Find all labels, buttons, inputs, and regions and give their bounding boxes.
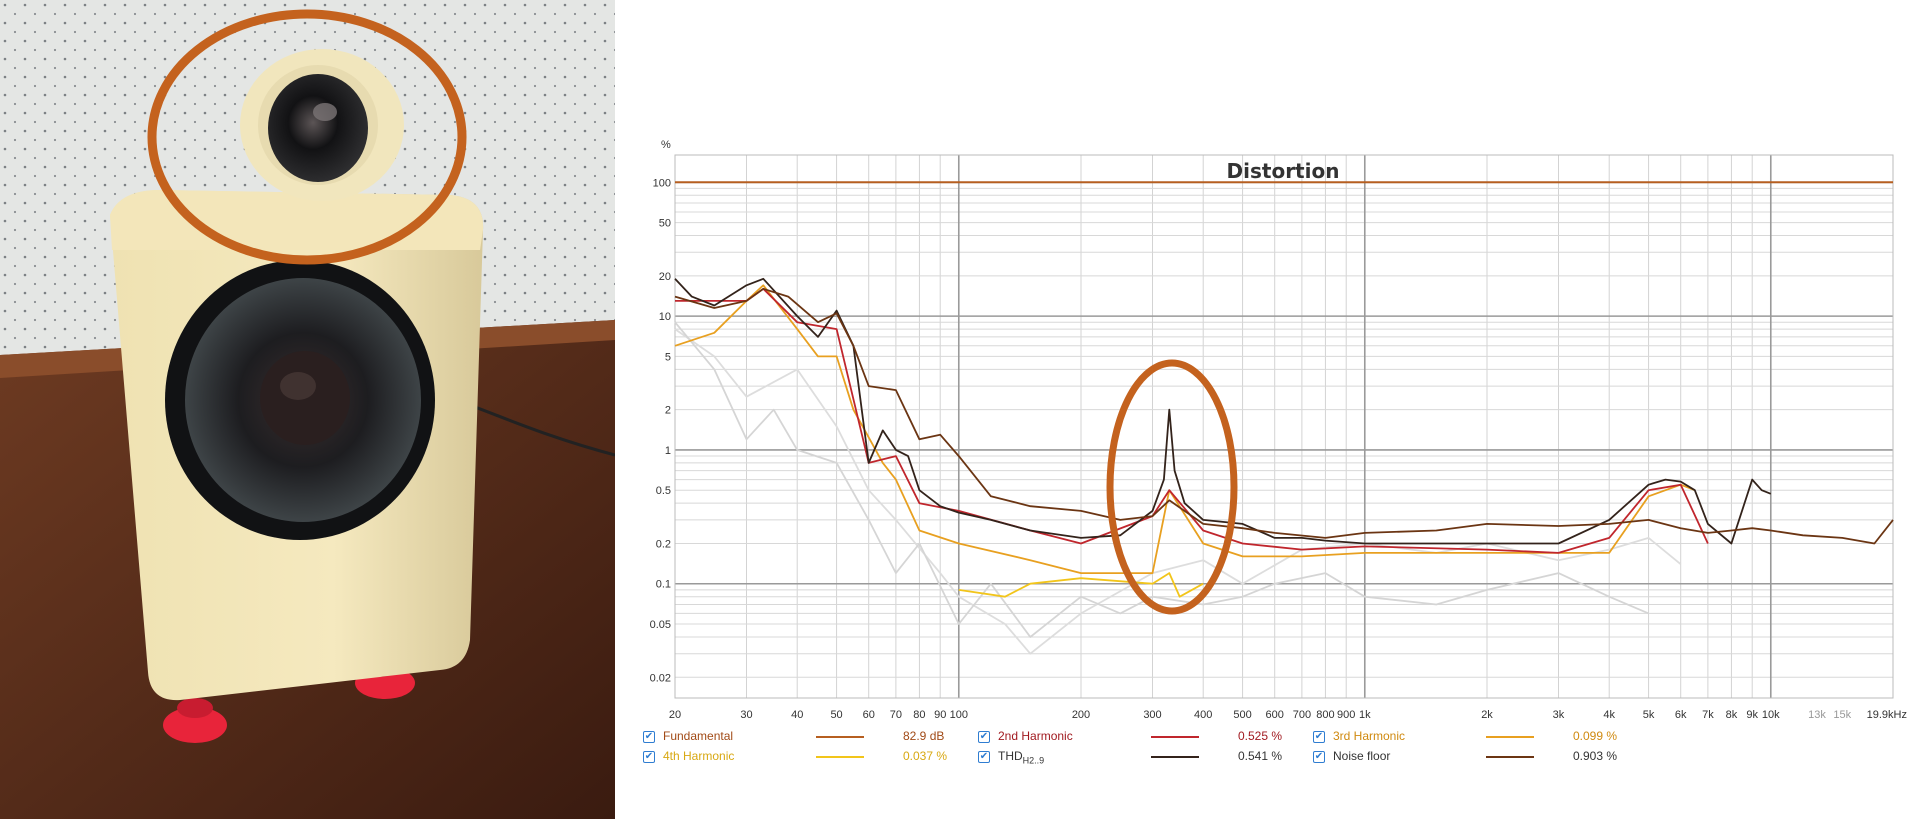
x-tick-label: 2k	[1481, 709, 1493, 721]
x-tick-labels: 20 30 40 50 60 70 80 90 100 200 300 400 500 600 700 800…	[669, 709, 1907, 721]
legend-label: 4th Harmonic	[663, 749, 735, 763]
x-tick-label: 1k	[1359, 709, 1371, 721]
y-tick-label: 0.5	[656, 485, 671, 497]
legend-item-noise-floor[interactable]: ✔ Noise floor 0.903 %	[1313, 748, 1643, 766]
x-tick-label: 40	[791, 709, 803, 721]
x-tick-label: 90	[934, 709, 946, 721]
legend-item-2nd-harmonic[interactable]: ✔ 2nd Harmonic 0.525 %	[978, 728, 1308, 746]
legend-value: 0.541 %	[1238, 749, 1283, 763]
x-tick-label: 800	[1316, 709, 1334, 721]
legend-swatch	[1486, 756, 1534, 758]
y-tick-label: 0.02	[650, 672, 671, 684]
y-tick-label: 20	[659, 271, 671, 283]
y-tick-label: 0.2	[656, 538, 671, 550]
legend-swatch	[1151, 736, 1199, 738]
x-tick-label: 4k	[1603, 709, 1615, 721]
legend-swatch	[1151, 756, 1199, 758]
x-tick-label: 70	[890, 709, 902, 721]
series-line-thd-h2-9	[674, 277, 1772, 545]
legend-item-4th-harmonic[interactable]: ✔ 4th Harmonic 0.037 %	[643, 748, 973, 766]
series-line-reference-7	[674, 328, 1682, 655]
grid-major	[675, 155, 1893, 698]
x-tick-label: 8k	[1726, 709, 1738, 721]
legend-checkbox[interactable]: ✔	[643, 751, 655, 763]
legend-label: 3rd Harmonic	[1333, 729, 1406, 743]
highlight-ellipse	[1106, 359, 1238, 615]
x-tick-label: 7k	[1702, 709, 1714, 721]
legend-checkbox[interactable]: ✔	[1313, 731, 1325, 743]
y-tick-label: 0.05	[650, 619, 671, 631]
legend-value: 0.525 %	[1238, 729, 1283, 743]
legend-checkbox[interactable]: ✔	[978, 751, 990, 763]
legend-checkbox[interactable]: ✔	[1313, 751, 1325, 763]
x-tick-label: 15k	[1833, 709, 1851, 721]
series-line-noise-floor	[674, 287, 1894, 545]
legend-swatch	[816, 756, 864, 758]
x-tick-label: 30	[740, 709, 752, 721]
legend-value: 0.037 %	[903, 749, 948, 763]
x-tick-label: 80	[913, 709, 925, 721]
legend-label: Noise floor	[1333, 749, 1391, 763]
series-layer	[674, 181, 1894, 655]
legend-label: 2nd Harmonic	[998, 729, 1073, 743]
x-tick-label: 50	[830, 709, 842, 721]
legend-item-thd[interactable]: ✔ THDH2..9 0.541 %	[978, 748, 1308, 766]
x-tick-label: 10k	[1762, 709, 1780, 721]
x-tick-label: 400	[1194, 709, 1212, 721]
y-axis-unit: %	[661, 139, 671, 151]
y-tick-label: 1	[665, 445, 671, 457]
legend-item-fundamental[interactable]: ✔ Fundamental 82.9 dB	[643, 728, 973, 746]
speaker-photo	[0, 0, 615, 819]
x-tick-label: 5k	[1643, 709, 1655, 721]
y-tick-label: 100	[653, 177, 671, 189]
x-tick-label: 500	[1233, 709, 1251, 721]
y-tick-label: 2	[665, 405, 671, 417]
series-line-4th-harmonic	[958, 572, 1204, 598]
series-line-2nd-harmonic	[675, 287, 1709, 554]
plot-frame	[674, 154, 1894, 699]
y-tick-label: 50	[659, 218, 671, 230]
x-tick-label: 19.9kHz	[1867, 709, 1907, 721]
x-tick-label: 20	[669, 709, 681, 721]
x-tick-label: 100	[950, 709, 968, 721]
chart-title: Distortion	[1227, 159, 1340, 183]
x-tick-label: 3k	[1553, 709, 1565, 721]
y-tick-label: 10	[659, 311, 671, 323]
x-tick-label: 900	[1337, 709, 1355, 721]
legend-value: 0.903 %	[1573, 749, 1618, 763]
x-tick-label: 300	[1143, 709, 1161, 721]
legend-swatch	[816, 736, 864, 738]
legend-swatch	[1486, 736, 1534, 738]
legend-checkbox[interactable]: ✔	[643, 731, 655, 743]
x-tick-label: 13k	[1808, 709, 1826, 721]
x-tick-label: 700	[1293, 709, 1311, 721]
legend-label: THDH2..9	[998, 749, 1045, 766]
x-tick-label: 600	[1266, 709, 1284, 721]
y-tick-label: 5	[665, 351, 671, 363]
legend-value: 82.9 dB	[903, 729, 945, 743]
x-tick-label: 6k	[1675, 709, 1687, 721]
legend-label-subscript: H2..9	[1022, 755, 1045, 766]
grid-minor	[674, 155, 1894, 698]
legend-checkbox[interactable]: ✔	[978, 731, 990, 743]
x-tick-label: 60	[863, 709, 875, 721]
legend-value: 0.099 %	[1573, 729, 1618, 743]
x-tick-label: 9k	[1746, 709, 1758, 721]
x-tick-label: 200	[1072, 709, 1090, 721]
distortion-chart: 100 50 20 10 5 2 1 0.5 0.2 0.1 0.05 0.02 20 30 40 50 60…	[650, 139, 1907, 721]
legend-item-3rd-harmonic[interactable]: ✔ 3rd Harmonic 0.099 %	[1313, 728, 1643, 746]
legend-label: Fundamental	[663, 729, 734, 743]
series-line-reference-6	[674, 321, 1649, 638]
y-tick-label: 0.1	[656, 579, 671, 591]
y-tick-labels: 100 50 20 10 5 2 1 0.5 0.2 0.1 0.05 0.02	[650, 177, 671, 684]
